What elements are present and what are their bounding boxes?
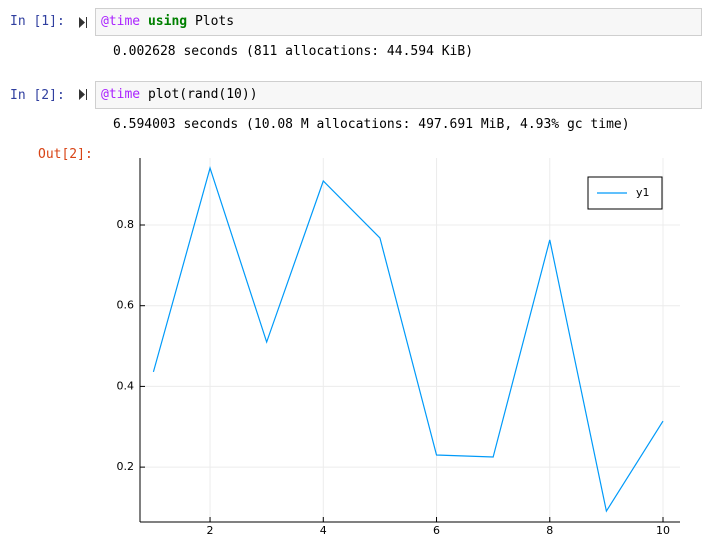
- code-token: using: [147, 14, 188, 29]
- x-tick-label: 8: [546, 524, 553, 537]
- y-tick-label: 0.8: [117, 218, 135, 231]
- code-cell[interactable]: @time using Plots: [95, 8, 702, 36]
- x-tick-label: 2: [207, 524, 214, 537]
- y-tick-label: 0.6: [117, 299, 135, 312]
- y-tick-label: 0.4: [117, 379, 135, 392]
- x-tick-label: 10: [656, 524, 670, 537]
- code-token: @time: [101, 14, 141, 29]
- code-token: @time: [101, 87, 141, 102]
- cell-output: 6.594003 seconds (10.08 M allocations: 4…: [113, 117, 630, 132]
- x-tick-label: 6: [433, 524, 440, 537]
- run-button[interactable]: [79, 17, 87, 28]
- line-series: [152, 166, 664, 513]
- prompt: In [1]:: [10, 14, 65, 29]
- x-tick-label: 4: [320, 524, 327, 537]
- code-token: plot(rand(10)): [147, 87, 258, 102]
- prompt: In [2]:: [10, 88, 65, 103]
- out-prompt: Out[2]:: [38, 147, 93, 162]
- legend-label: y1: [636, 186, 650, 199]
- code-token: Plots: [194, 14, 235, 29]
- code-cell[interactable]: @time plot(rand(10)): [95, 81, 702, 109]
- cell-output: 0.002628 seconds (811 allocations: 44.59…: [113, 44, 474, 59]
- run-button[interactable]: [79, 89, 87, 100]
- y-tick-label: 0.2: [117, 460, 135, 473]
